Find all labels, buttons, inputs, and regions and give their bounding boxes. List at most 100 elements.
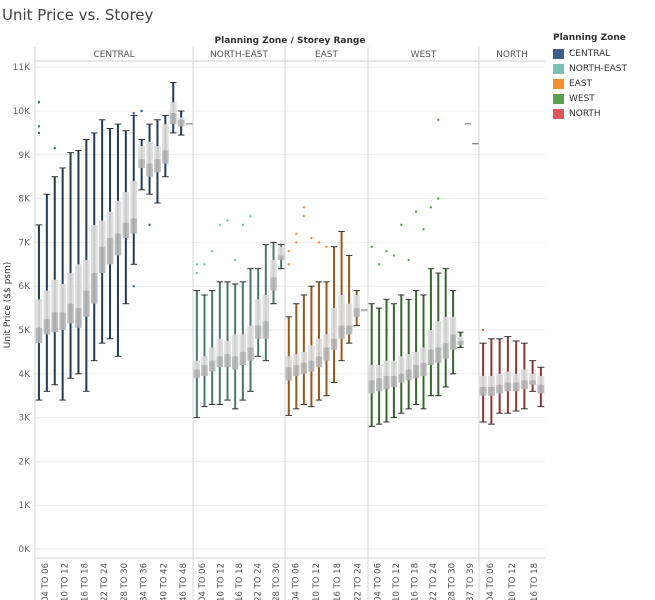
box-lower bbox=[398, 373, 405, 383]
y-tick-label: 9K bbox=[18, 151, 31, 161]
panel-header-north-east: NORTH-EAST bbox=[210, 50, 268, 60]
outlier-point bbox=[481, 328, 485, 332]
legend-label: EAST bbox=[569, 78, 593, 89]
box-upper bbox=[185, 124, 193, 126]
box-upper bbox=[338, 294, 345, 326]
box-lower bbox=[51, 312, 59, 333]
box-lower bbox=[390, 375, 398, 387]
outlier-point bbox=[437, 118, 440, 121]
legend-item-east[interactable]: EAST bbox=[553, 76, 627, 91]
outlier-point bbox=[132, 111, 135, 115]
legend-item-central[interactable]: CENTRAL bbox=[553, 46, 627, 61]
box-upper bbox=[464, 124, 472, 126]
box-lower bbox=[315, 356, 323, 368]
box-lower bbox=[457, 340, 464, 346]
box-upper bbox=[512, 373, 520, 383]
legend-label: CENTRAL bbox=[569, 48, 611, 59]
panel-header-north: NORTH bbox=[496, 50, 528, 60]
box-lower bbox=[90, 273, 98, 304]
outlier-point bbox=[195, 263, 199, 266]
box-lower bbox=[83, 290, 90, 317]
outlier-point bbox=[325, 245, 328, 248]
x-tick-label: 16 TO 18 bbox=[530, 563, 540, 600]
box-upper bbox=[75, 264, 82, 309]
box-upper bbox=[405, 354, 412, 370]
x-tick-label: 28 TO 30 bbox=[447, 563, 457, 600]
box-upper bbox=[529, 373, 537, 381]
box-lower bbox=[162, 150, 169, 164]
box-lower bbox=[138, 159, 145, 168]
legend-label: NORTH bbox=[569, 108, 601, 119]
x-tick-label: 10 TO 12 bbox=[312, 563, 322, 600]
box-upper bbox=[162, 124, 169, 151]
box-lower bbox=[106, 238, 114, 265]
y-tick-label: 8K bbox=[18, 195, 31, 205]
box-upper bbox=[293, 354, 300, 366]
x-tick-label: 10 TO 12 bbox=[217, 563, 227, 600]
box-upper bbox=[146, 141, 153, 164]
box-upper bbox=[270, 259, 277, 278]
box-upper bbox=[435, 321, 442, 348]
box-upper bbox=[154, 146, 161, 160]
outlier-point bbox=[295, 241, 298, 244]
box-lower bbox=[277, 255, 285, 260]
outlier-point bbox=[210, 249, 214, 253]
box-lower bbox=[231, 356, 239, 370]
box-lower bbox=[254, 325, 262, 339]
box-upper bbox=[315, 338, 323, 357]
y-tick-label: 6K bbox=[18, 282, 31, 292]
outlier-point bbox=[317, 241, 321, 244]
legend-label: WEST bbox=[569, 93, 595, 104]
box-lower bbox=[427, 349, 435, 366]
legend-item-west[interactable]: WEST bbox=[553, 91, 627, 106]
box-upper bbox=[487, 375, 495, 387]
box-lower bbox=[504, 382, 512, 392]
outlier-point bbox=[437, 197, 440, 200]
panel-header-west: WEST bbox=[411, 50, 437, 60]
outlier-point bbox=[377, 263, 381, 266]
box-upper bbox=[254, 299, 262, 326]
outlier-point bbox=[385, 249, 388, 253]
box-upper bbox=[224, 340, 231, 355]
box-upper bbox=[345, 303, 353, 326]
legend-swatch bbox=[553, 108, 564, 119]
x-tick-label: 22 TO 24 bbox=[100, 563, 110, 600]
box-lower bbox=[285, 367, 292, 381]
box-upper bbox=[277, 246, 285, 256]
outlier-point bbox=[241, 223, 245, 227]
outlier-point bbox=[429, 206, 433, 209]
box-upper bbox=[122, 192, 130, 223]
box-lower bbox=[122, 222, 130, 239]
box-upper bbox=[169, 102, 177, 114]
box-upper bbox=[442, 316, 449, 344]
outlier-point bbox=[226, 219, 229, 222]
outlier-point bbox=[148, 223, 151, 227]
x-tick-label: 46 TO 48 bbox=[179, 563, 189, 600]
box-upper bbox=[106, 211, 114, 239]
legend-item-north-east[interactable]: NORTH-EAST bbox=[553, 61, 627, 76]
box-lower bbox=[338, 325, 345, 339]
y-tick-label: 3K bbox=[18, 414, 31, 424]
box-lower bbox=[300, 362, 308, 374]
box-upper bbox=[420, 347, 427, 363]
box-lower bbox=[43, 319, 51, 335]
box-upper bbox=[216, 338, 224, 357]
x-tick-label: 28 TO 30 bbox=[120, 563, 130, 600]
outlier-point bbox=[400, 223, 403, 227]
box-upper bbox=[177, 117, 185, 120]
box-upper bbox=[398, 356, 405, 374]
box-lower bbox=[208, 360, 216, 372]
box-lower bbox=[449, 334, 457, 350]
legend-title: Planning Zone bbox=[553, 33, 626, 43]
box-upper bbox=[504, 371, 512, 383]
legend-item-north[interactable]: NORTH bbox=[553, 106, 627, 121]
box-lower bbox=[293, 365, 300, 376]
box-upper bbox=[35, 299, 43, 328]
outlier-point bbox=[37, 125, 41, 128]
x-tick-label: 04 TO 06 bbox=[373, 563, 383, 600]
x-tick-label: 04 TO 06 bbox=[486, 563, 496, 600]
box-upper bbox=[90, 224, 98, 274]
box-upper bbox=[353, 294, 360, 309]
box-upper bbox=[427, 330, 435, 350]
box-lower bbox=[177, 119, 185, 127]
